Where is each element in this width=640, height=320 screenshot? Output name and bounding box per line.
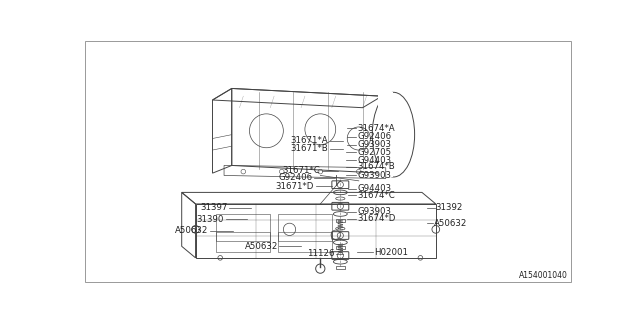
Text: G92705: G92705 (357, 148, 392, 157)
Bar (278, 214, 332, 241)
Text: A50632: A50632 (244, 242, 278, 251)
Text: G92406: G92406 (357, 132, 392, 141)
Text: G93903: G93903 (357, 171, 391, 180)
Bar (336, 219, 345, 222)
FancyBboxPatch shape (332, 252, 349, 260)
Text: 31671*A: 31671*A (291, 136, 328, 145)
Text: A50632: A50632 (175, 227, 209, 236)
FancyBboxPatch shape (332, 232, 349, 239)
Text: G94403: G94403 (357, 156, 392, 164)
Text: 31674*C: 31674*C (357, 191, 395, 200)
Bar (278, 232, 332, 252)
Bar (216, 232, 270, 252)
Text: H02001: H02001 (374, 248, 408, 257)
Text: 31397: 31397 (200, 203, 228, 212)
Text: 31674*D: 31674*D (357, 214, 396, 223)
Text: 31392: 31392 (436, 203, 463, 212)
Text: 31671*B: 31671*B (291, 144, 328, 153)
Text: A154001040: A154001040 (520, 271, 568, 280)
Text: G93903: G93903 (357, 207, 391, 216)
FancyBboxPatch shape (332, 203, 349, 210)
Bar (216, 214, 270, 241)
Bar (336, 266, 345, 268)
FancyBboxPatch shape (332, 181, 349, 188)
Text: 31674*A: 31674*A (357, 124, 395, 133)
Text: 31671*C: 31671*C (282, 166, 320, 175)
Text: 11126: 11126 (307, 250, 334, 259)
Text: G94403: G94403 (357, 184, 392, 193)
Text: 31674*B: 31674*B (357, 163, 395, 172)
Bar (378, 92, 394, 177)
Text: G92406: G92406 (278, 173, 312, 182)
Text: A50632: A50632 (435, 219, 468, 228)
Text: 31671*D: 31671*D (276, 182, 314, 191)
Text: 31390: 31390 (196, 215, 224, 224)
Text: G93903: G93903 (357, 140, 391, 149)
Bar (336, 246, 345, 249)
